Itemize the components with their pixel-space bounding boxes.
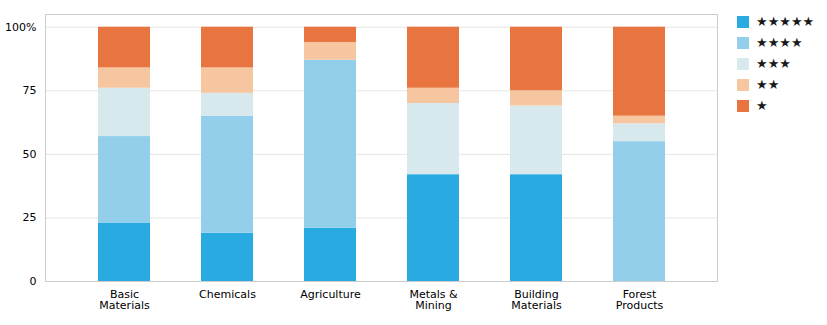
svg-text:BuildingMaterials: BuildingMaterials [511,288,562,312]
svg-text:Agriculture: Agriculture [300,288,361,301]
svg-text:Chemicals: Chemicals [199,288,256,301]
svg-text:0: 0 [30,275,37,288]
svg-text:BasicMaterials: BasicMaterials [99,288,150,312]
svg-text:100%: 100% [5,21,36,34]
svg-text:75: 75 [23,84,37,97]
svg-text:25: 25 [23,211,37,224]
svg-text:ForestProducts: ForestProducts [616,288,664,312]
svg-text:Metals &Mining: Metals &Mining [409,288,458,312]
svg-text:50: 50 [23,148,37,161]
